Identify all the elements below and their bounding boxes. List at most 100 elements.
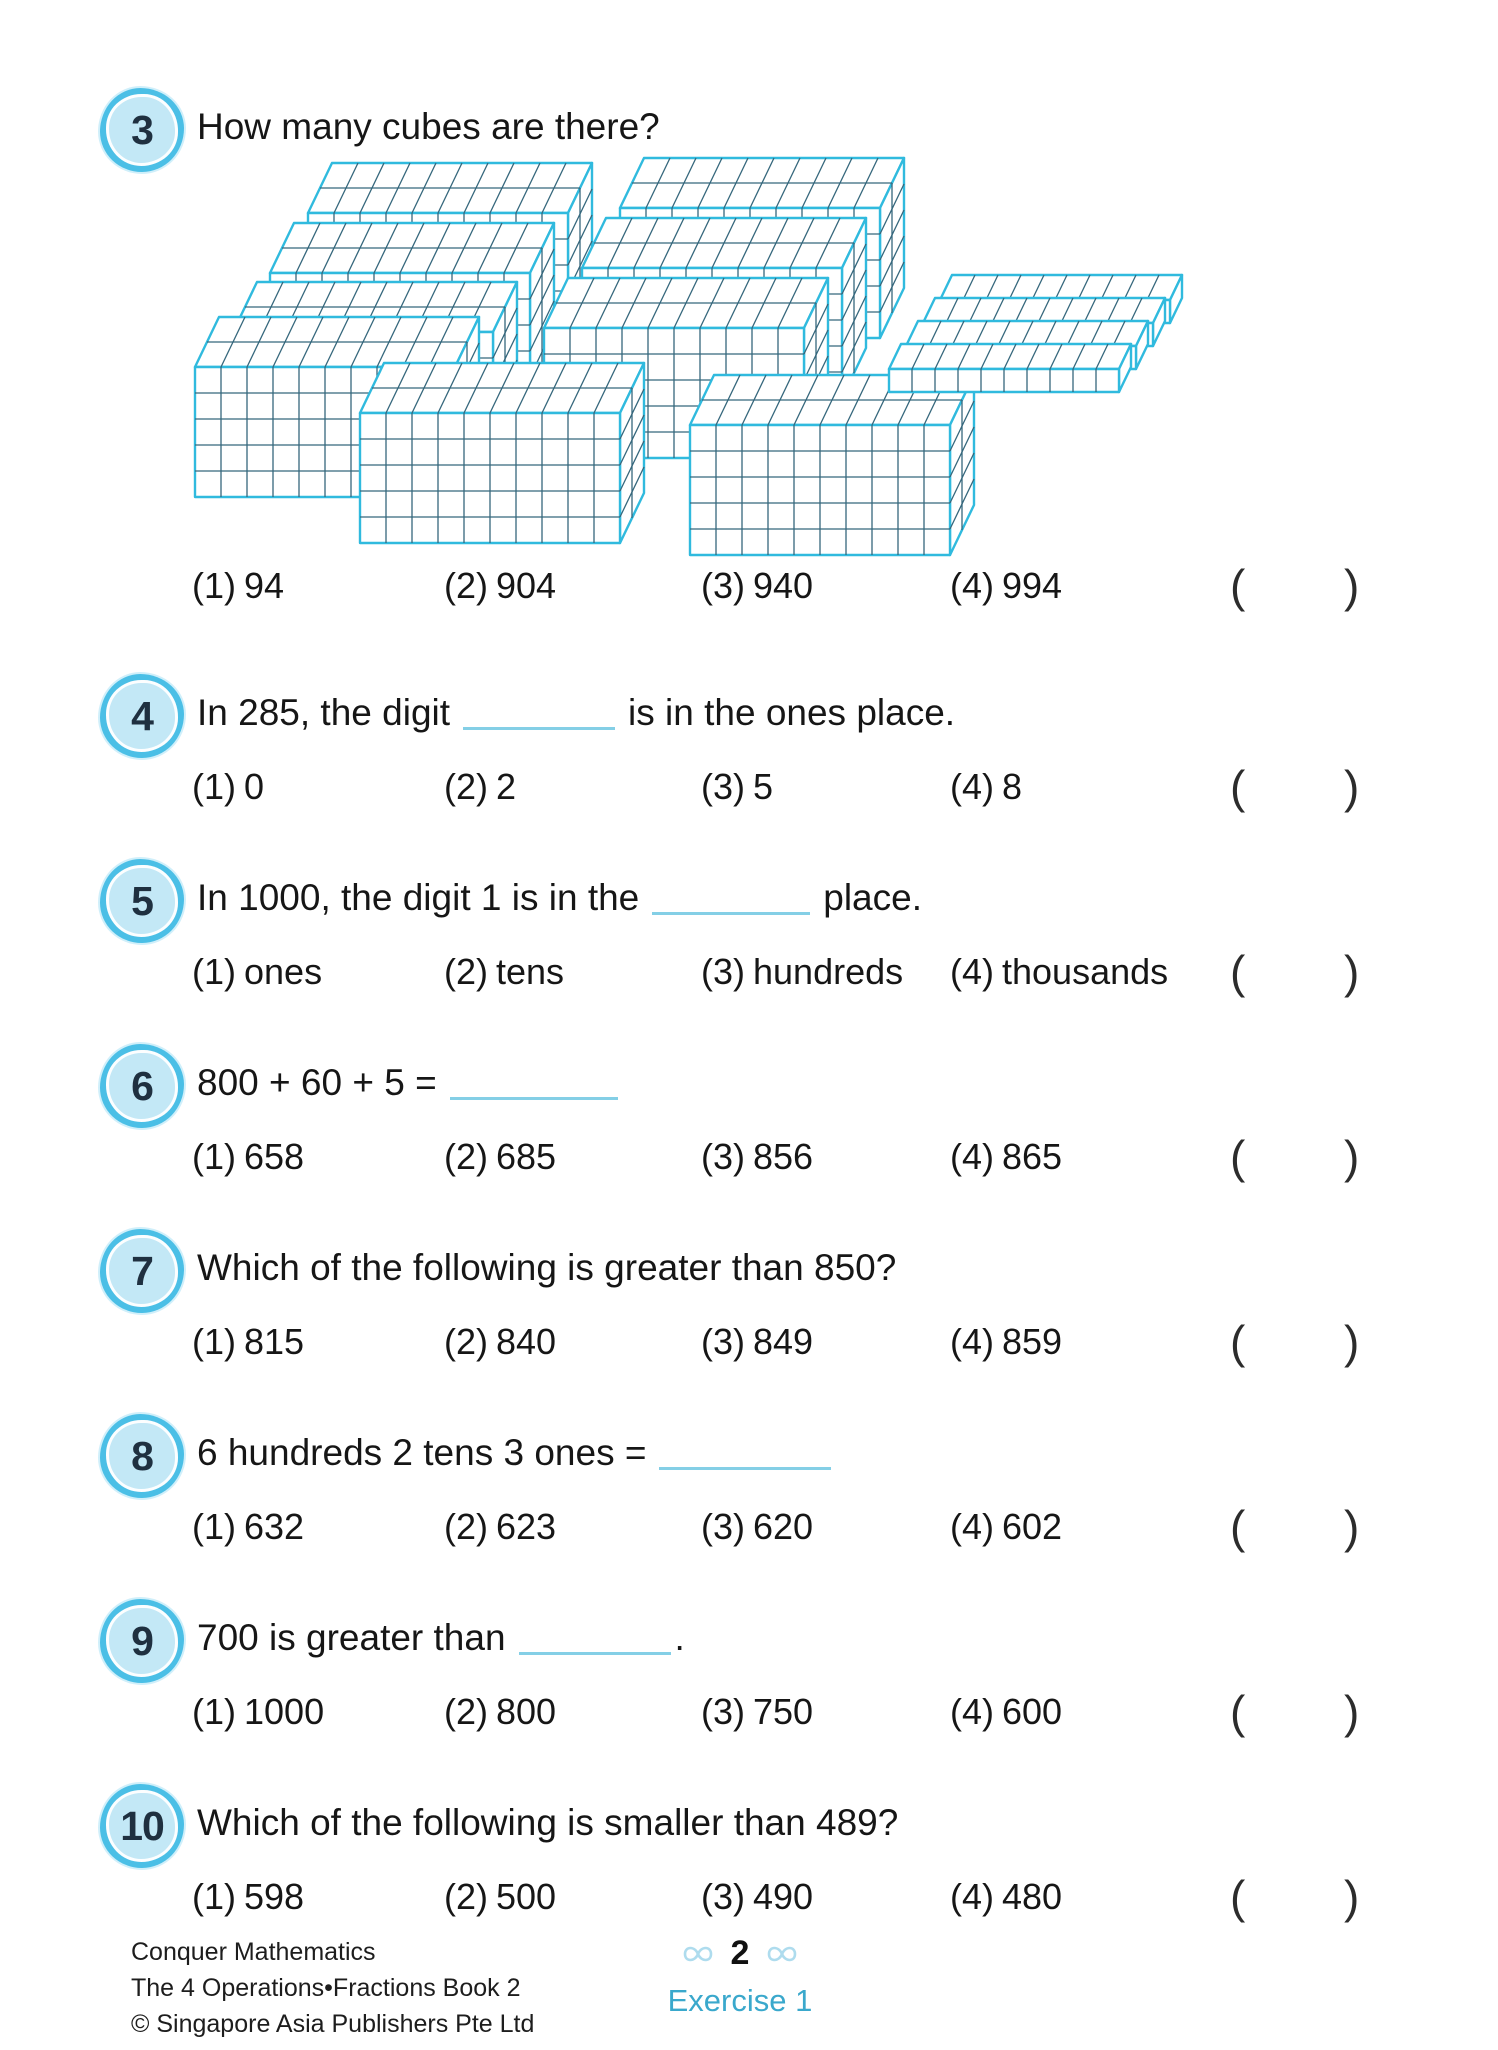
answer-paren-open: (	[1230, 560, 1246, 612]
answer-paren-close: )	[1344, 1871, 1360, 1923]
question-number: 10	[120, 1802, 165, 1849]
badge-ring	[106, 1605, 178, 1677]
page-number: 2	[730, 1934, 750, 1972]
option-3: (3) 620	[701, 1506, 814, 1547]
option-2: (2) 500	[444, 1876, 557, 1917]
question-number-badge: 4	[100, 674, 184, 758]
answer-paren-open: (	[1230, 1871, 1246, 1923]
options-row: (1) 815 (2) 840 (3) 849 (4) 859 ( )	[0, 1316, 1498, 1371]
question-number: 6	[131, 1062, 154, 1109]
option-3: (3) 750	[701, 1691, 814, 1732]
answer-blank	[659, 1437, 832, 1470]
question-text: In 285, the digit is in the ones place.	[197, 692, 956, 733]
option-1: (1) 1000	[192, 1691, 325, 1732]
option-2: (2) tens	[444, 951, 565, 992]
question-number-badge: 10	[100, 1784, 184, 1868]
option-3: (3) hundreds	[701, 951, 904, 992]
question-number: 8	[131, 1432, 154, 1479]
option-3: (3) 856	[701, 1136, 814, 1177]
option-4: (4) 865	[950, 1136, 1063, 1177]
question-number: 7	[131, 1247, 154, 1294]
badge-ring	[106, 1790, 178, 1862]
question-number-badge: 3	[100, 88, 184, 172]
question-text: Which of the following is smaller than 4…	[197, 1802, 899, 1843]
options-row: (1) 658 (2) 685 (3) 856 (4) 865 ( )	[0, 1131, 1498, 1186]
option-1: (1) 632	[192, 1506, 305, 1547]
question-text: 700 is greater than.	[197, 1617, 685, 1658]
page-number-block: 2 Exercise 1	[590, 1934, 890, 2019]
answer-blank	[518, 1622, 671, 1655]
option-1: (1) 0	[192, 766, 265, 807]
options-row: (1) 1000 (2) 800 (3) 750 (4) 600 ( )	[0, 1686, 1498, 1741]
option-4: (4) 480	[950, 1876, 1063, 1917]
answer-paren-open: (	[1230, 761, 1246, 813]
answer-paren-open: (	[1230, 946, 1246, 998]
question-number-badge: 8	[100, 1414, 184, 1498]
options-row: (1) 632 (2) 623 (3) 620 (4) 602 ( )	[0, 1501, 1498, 1556]
answer-blank	[449, 1067, 618, 1100]
question-text: In 1000, the digit 1 is in the place.	[197, 877, 922, 918]
option-4: (4) 994	[950, 565, 1063, 606]
badge-ring	[106, 680, 178, 752]
question-number: 5	[131, 877, 154, 924]
badge-ring	[106, 1420, 178, 1492]
question-number-badge: 9	[100, 1599, 184, 1683]
question-number-badge: 5	[100, 859, 184, 943]
exercise-label: Exercise 1	[667, 1983, 813, 2018]
option-1: (1) 94	[192, 565, 285, 606]
answer-paren-open: (	[1230, 1131, 1246, 1183]
badge-ring	[106, 865, 178, 937]
flourish-right-icon	[768, 1946, 797, 1961]
question-text: How many cubes are there?	[197, 106, 660, 147]
answer-paren-open: (	[1230, 1316, 1246, 1368]
options-row: (1) 598 (2) 500 (3) 490 (4) 480 ( )	[0, 1871, 1498, 1926]
option-4: (4) 859	[950, 1321, 1063, 1362]
answer-paren-close: )	[1344, 560, 1360, 612]
option-1: (1) 658	[192, 1136, 305, 1177]
series-title: Conquer Mathematics	[131, 1938, 376, 1966]
option-2: (2) 904	[444, 565, 557, 606]
answer-paren-close: )	[1344, 1686, 1360, 1738]
base-ten-blocks-figure	[193, 156, 1184, 557]
option-2: (2) 623	[444, 1506, 557, 1547]
option-1: (1) 815	[192, 1321, 305, 1362]
option-3: (3) 5	[701, 766, 774, 807]
options-row: (1) 0 (2) 2 (3) 5 (4) 8 ( )	[0, 761, 1498, 816]
answer-paren-close: )	[1344, 761, 1360, 813]
answer-paren-close: )	[1344, 1501, 1360, 1553]
question-number: 9	[131, 1617, 154, 1664]
option-1: (1) 598	[192, 1876, 305, 1917]
question-text: 800 + 60 + 5 =	[197, 1060, 631, 1106]
answer-blank	[652, 882, 811, 915]
answer-paren-open: (	[1230, 1686, 1246, 1738]
option-3: (3) 849	[701, 1321, 814, 1362]
answer-paren-close: )	[1344, 946, 1360, 998]
option-1: (1) ones	[192, 951, 323, 992]
option-4: (4) 8	[950, 766, 1023, 807]
question-number: 4	[131, 692, 154, 739]
answer-paren-close: )	[1344, 1131, 1360, 1183]
question-text: 6 hundreds 2 tens 3 ones =	[197, 1430, 844, 1476]
question-text: Which of the following is greater than 8…	[197, 1247, 897, 1288]
option-2: (2) 800	[444, 1691, 557, 1732]
option-2: (2) 685	[444, 1136, 557, 1177]
flourish-left-icon	[683, 1946, 712, 1961]
question-number-badge: 7	[100, 1229, 184, 1313]
answer-blank	[463, 697, 616, 730]
badge-ring	[106, 1050, 178, 1122]
options-row: (1) ones (2) tens (3) hundreds (4) thousands…	[0, 946, 1498, 1001]
option-3: (3) 940	[701, 565, 814, 606]
option-2: (2) 840	[444, 1321, 557, 1362]
question-number: 3	[131, 106, 154, 153]
book-title: The 4 Operations•Fractions Book 2	[131, 1974, 521, 2002]
copyright-line: © Singapore Asia Publishers Pte Ltd	[131, 2010, 535, 2038]
option-2: (2) 2	[444, 766, 517, 807]
option-4: (4) 600	[950, 1691, 1063, 1732]
option-4: (4) thousands	[950, 951, 1169, 992]
badge-ring	[106, 1235, 178, 1307]
option-4: (4) 602	[950, 1506, 1063, 1547]
answer-paren-open: (	[1230, 1501, 1246, 1553]
options-row: (1) 94 (2) 904 (3) 940 (4) 994 ( )	[0, 560, 1498, 615]
option-3: (3) 490	[701, 1876, 814, 1917]
